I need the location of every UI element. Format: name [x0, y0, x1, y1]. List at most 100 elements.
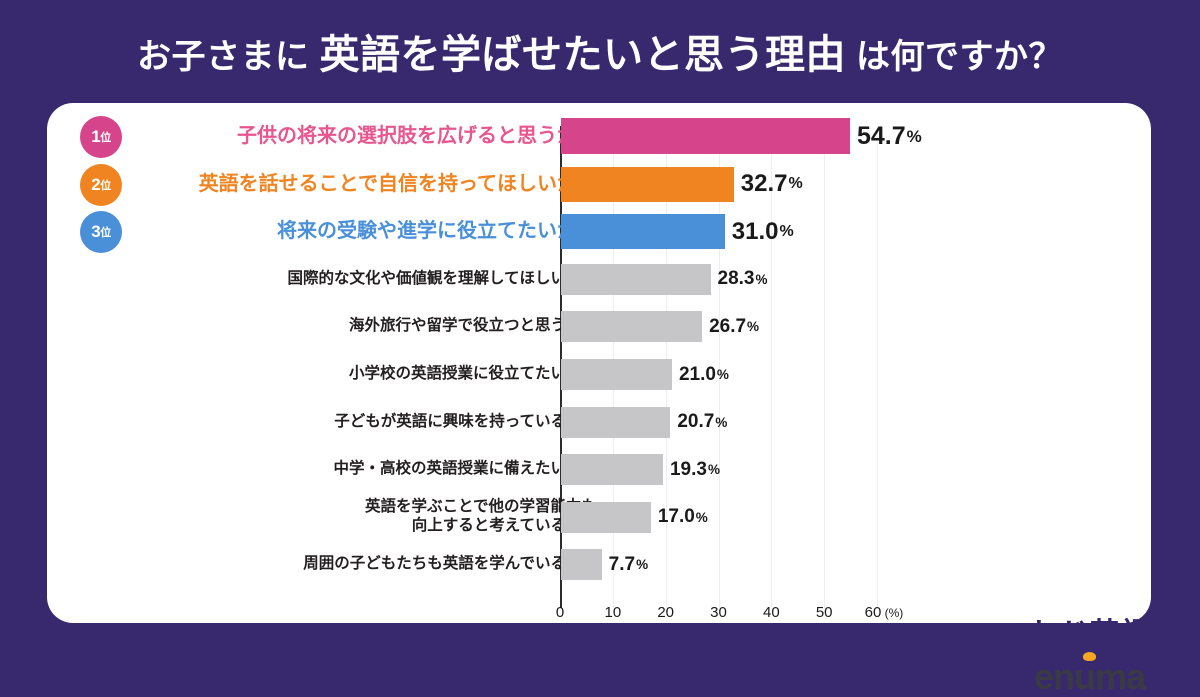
row-label-line: 子どもが英語に興味を持っているから [334, 412, 597, 430]
bar [561, 406, 671, 438]
rank-unit: 位 [100, 179, 111, 192]
bar [561, 359, 672, 390]
row-label: 子どもが英語に興味を持っているから [334, 400, 597, 445]
bar-value-label: 28.3% [718, 257, 768, 302]
bar [561, 454, 663, 486]
bar [561, 311, 703, 343]
bar [561, 549, 602, 581]
table-row: 英語を学ぶことで他の学習能力も 向上すると考えているから 17.0% [47, 495, 1151, 540]
row-label: 海外旅行や留学で役立つと思うから [349, 304, 597, 349]
page-title: お子さまに 英語を学ばせたいと思う理由 は何ですか？ [0, 22, 1200, 80]
bar-value-number: 21.0 [678, 363, 716, 385]
bar-value-label: 32.7% [741, 162, 803, 207]
bar-value-label: 19.3% [670, 447, 720, 492]
bar [561, 118, 850, 154]
row-label: 小学校の英語授業に役立てたいから [349, 352, 597, 397]
bar-value-label: 31.0% [732, 209, 794, 254]
bar-value-label: 20.7% [677, 400, 727, 445]
page-title-suffix: は何ですか？ [846, 38, 1063, 76]
bar-value-unit: % [906, 126, 922, 146]
row-label-line: 英語を話せることで自信を持ってほしいから [198, 172, 597, 195]
table-row: 子どもが英語に興味を持っているから 20.7% [47, 400, 1151, 445]
bar-value-number: 54.7 [856, 122, 906, 150]
enuma-accent-icon [1083, 652, 1097, 661]
rank-unit: 位 [100, 227, 111, 240]
x-tick-20: 20 [657, 604, 674, 621]
bar-value-unit: % [779, 222, 794, 240]
row-label: 将来の受験や進学に役立てたいから [277, 209, 597, 254]
row-label: 英語を学ぶことで他の学習能力も 向上すると考えているから [365, 495, 597, 540]
row-label-line: 英語を学ぶことで他の学習能力も [364, 498, 597, 516]
bar-value-label: 7.7% [609, 542, 648, 587]
bar-value-unit: % [715, 414, 728, 430]
x-tick-40: 40 [762, 604, 780, 621]
row-label: 中学・高校の英語授業に備えたいから [333, 447, 597, 492]
table-row: 海外旅行や留学で役立つと思うから 26.7% [47, 304, 1151, 349]
page-title-emphasis: 英語を学ばせたいと思う理由 [319, 33, 846, 77]
page-title-prefix: お子さまに [137, 38, 320, 76]
bar-value-number: 19.3 [669, 458, 707, 480]
row-label-line: 国際的な文化や価値観を理解してほしいから [287, 269, 597, 287]
row-label: 国際的な文化や価値観を理解してほしいから [287, 257, 597, 302]
rank-number: 3 [91, 222, 101, 242]
row-label-line: 周囲の子どもたちも英語を学んでいるから [303, 555, 597, 573]
row-label-line: 中学・高校の英語授業に備えたいから [333, 460, 597, 478]
row-label: 英語を話せることで自信を持ってほしいから [199, 162, 597, 207]
x-axis: 0 10 20 30 40 50 60 (%) [47, 604, 1151, 634]
x-tick-30: 30 [710, 604, 727, 621]
x-tick-60: 60 (%) [864, 604, 904, 621]
row-label: 周囲の子どもたちも英語を学んでいるから [303, 542, 597, 587]
bar-value-label: 26.7% [709, 304, 759, 349]
table-row: 中学・高校の英語授業に備えたいから 19.3% [47, 447, 1151, 492]
bar-value-number: 32.7 [740, 170, 788, 198]
bar-value-label: 54.7% [857, 114, 922, 159]
row-label-line: 小学校の英語授業に役立てたいから [348, 365, 597, 383]
gridline-60 [877, 126, 878, 608]
x-tick-10: 10 [604, 604, 622, 621]
table-row: 1 位 子供の将来の選択肢を広げると思うから 54.7% [47, 114, 1151, 159]
table-row: 周囲の子どもたちも英語を学んでいるから 7.7% [47, 542, 1151, 587]
bar-value-unit: % [755, 271, 768, 287]
brand-jp-name: トド英語 [1027, 618, 1152, 651]
row-label: 子供の将来の選択肢を広げると思うから [237, 114, 597, 159]
bar-value-unit: % [747, 319, 760, 335]
bar-value-unit: % [716, 367, 729, 382]
bar-value-number: 26.7 [709, 315, 747, 337]
rank-number: 1 [91, 127, 101, 146]
row-label-line: 海外旅行や留学で役立つと思うから [348, 317, 597, 335]
bar [561, 501, 651, 533]
bar-value-number: 20.7 [677, 411, 715, 433]
row-label-line: 将来の受験や進学に役立てたいから [277, 220, 597, 243]
gridline-50 [824, 126, 826, 608]
bar-value-unit: % [788, 175, 803, 193]
table-row: 国際的な文化や価値観を理解してほしいから 28.3% [47, 257, 1151, 302]
bar-value-number: 28.3 [717, 268, 755, 290]
rank-number: 2 [91, 174, 101, 194]
bar-value-label: 17.0% [658, 495, 708, 540]
row-label-line: 向上すると考えているから [411, 517, 597, 535]
bar-value-number: 7.7 [608, 553, 636, 575]
gridline-40 [771, 126, 773, 608]
bar [561, 263, 711, 295]
bar [561, 166, 734, 202]
chart-card: 1 位子供の将来の選択肢を広げると思うから 54.7% 2 位英語を話せることで自信を持… [47, 103, 1151, 695]
bar-value-label: 21.0% [679, 352, 729, 397]
table-row: 小学校の英語授業に役立てたいから 21.0% [47, 352, 1151, 397]
row-label-line: 子供の将来の選択肢を広げると思うから [237, 125, 597, 148]
table-row: 3 位 将来の受験や進学に役立てたいから 31.0% [47, 209, 1151, 254]
x-tick-0: 0 [555, 604, 565, 621]
bar-value-unit: % [636, 557, 649, 573]
bar-value-unit: % [695, 509, 708, 525]
x-tick-50: 50 [815, 604, 833, 621]
bar-value-number: 17.0 [657, 506, 695, 528]
brand-en-text: enuma [1033, 656, 1146, 697]
brand-logo: トド英語 enuma [1002, 620, 1177, 695]
brand-en-name: enuma [1033, 652, 1146, 697]
gridline-30 [718, 126, 720, 608]
rank-unit: 位 [100, 132, 111, 144]
bar [561, 214, 725, 250]
bar-value-number: 31.0 [731, 217, 779, 245]
